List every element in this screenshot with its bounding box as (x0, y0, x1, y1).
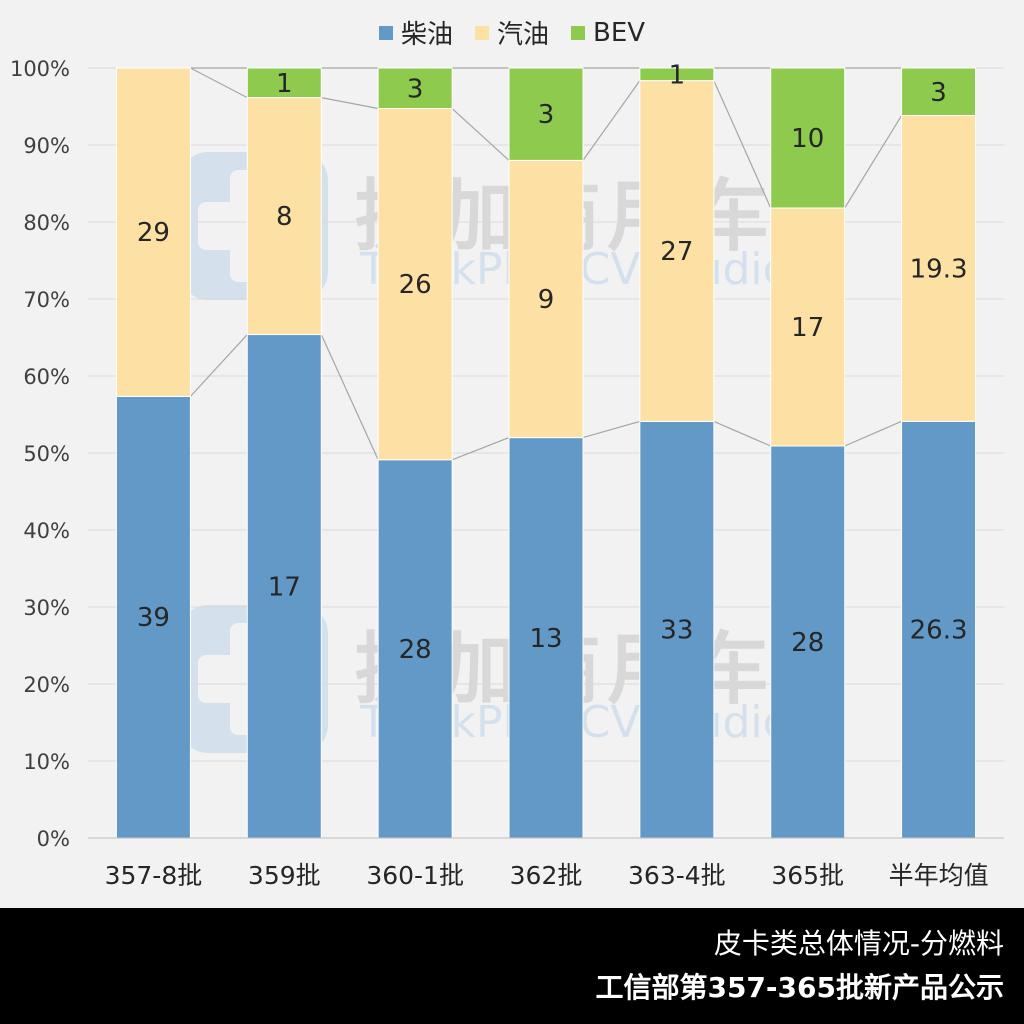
series-connector-line (582, 80, 641, 161)
data-label-diesel: 26.3 (910, 616, 968, 646)
legend-label-gasoline: 汽油 (496, 20, 549, 50)
data-label-diesel: 17 (268, 572, 301, 602)
footer-banner: 皮卡类总体情况-分燃料 工信部第357-365批新产品公示 (0, 908, 1024, 1024)
bar-bev (377, 67, 453, 110)
x-tick-label: 359批 (248, 861, 321, 890)
bar-gasoline (770, 207, 846, 447)
bar-diesel (770, 445, 846, 839)
data-label-bev: 1 (669, 60, 686, 90)
series-connector-line (713, 420, 771, 447)
bar-gasoline (901, 115, 977, 422)
x-tick-label: 半年均值 (889, 861, 989, 890)
bar-bev (901, 67, 977, 117)
data-label-gasoline: 9 (538, 285, 555, 315)
legend-item-gasoline: 汽油 (474, 14, 549, 51)
bar-bev (508, 67, 584, 161)
bar-diesel (639, 420, 715, 839)
y-tick-label: 10% (23, 750, 70, 774)
series-connector-line (582, 420, 641, 439)
chart-area: 提加商用车 TruckPlus CV studio 提加商用车 TruckPlu… (0, 14, 1024, 890)
data-label-diesel: 13 (529, 624, 562, 654)
y-tick-label: 100% (10, 57, 70, 81)
series-connector-line (321, 97, 379, 110)
data-label-diesel: 33 (660, 616, 693, 646)
x-tick-label: 363-4批 (628, 861, 726, 890)
legend-swatch-diesel (378, 25, 393, 40)
series-connector-line (190, 67, 248, 99)
data-label-diesel: 39 (137, 603, 170, 633)
series-connector-line (451, 437, 510, 461)
bar-diesel (246, 334, 322, 839)
bar-bev (770, 67, 846, 209)
bar-gasoline (115, 67, 191, 397)
y-tick-label: 0% (37, 827, 70, 851)
legend-item-bev: BEV (570, 14, 646, 51)
legend-label-diesel: 柴油 (400, 20, 453, 50)
stacked-bar-chart: 0%10%20%30%40%50%60%70%80%90%100%3929178… (10, 57, 1004, 890)
bar-diesel (115, 395, 191, 839)
y-tick-label: 80% (23, 211, 70, 235)
series-connector-line (844, 420, 902, 447)
y-tick-label: 70% (23, 288, 70, 312)
x-tick-label: 357-8批 (105, 861, 203, 890)
x-tick-label: 365批 (771, 861, 844, 890)
data-label-gasoline: 26 (399, 270, 432, 300)
y-tick-label: 50% (23, 442, 70, 466)
series-connector-line (451, 108, 510, 161)
data-label-bev: 3 (538, 100, 555, 130)
data-label-bev: 3 (407, 74, 424, 104)
x-tick-label: 362批 (510, 861, 583, 890)
data-label-gasoline: 17 (791, 313, 824, 343)
data-label-gasoline: 29 (137, 218, 170, 248)
y-tick-label: 90% (23, 134, 70, 158)
series-connector-line (189, 334, 248, 397)
footer-subtitle: 皮卡类总体情况-分燃料 (713, 927, 1004, 960)
data-label-diesel: 28 (791, 628, 824, 658)
legend-swatch-bev (570, 25, 585, 40)
bar-gasoline (508, 159, 584, 439)
bar-gasoline (639, 80, 715, 422)
legend-label-bev: BEV (592, 17, 646, 48)
data-label-gasoline: 27 (660, 237, 693, 267)
legend-item-diesel: 柴油 (378, 14, 453, 51)
bar-diesel (508, 437, 584, 839)
data-label-bev: 10 (791, 124, 824, 154)
y-tick-label: 60% (23, 365, 70, 389)
y-tick-label: 20% (23, 673, 70, 697)
data-label-gasoline: 19.3 (910, 254, 968, 284)
bar-diesel (377, 459, 453, 839)
bar-bev (639, 67, 715, 82)
series-connector-line (320, 334, 379, 461)
bar-gasoline (246, 97, 322, 336)
data-label-gasoline: 8 (276, 202, 293, 232)
data-label-bev: 1 (276, 69, 293, 99)
series-connector-line (713, 80, 772, 209)
data-label-diesel: 28 (399, 635, 432, 665)
footer-source: 工信部第357-365批新产品公示 (595, 971, 1004, 1004)
chart-legend: 柴油 汽油 BEV (0, 14, 1024, 51)
series-connector-line (844, 115, 903, 209)
y-tick-label: 30% (23, 596, 70, 620)
bar-bev (246, 67, 322, 99)
legend-swatch-gasoline (474, 25, 489, 40)
y-tick-label: 40% (23, 519, 70, 543)
x-tick-label: 360-1批 (366, 861, 464, 890)
data-label-bev: 3 (930, 78, 947, 108)
